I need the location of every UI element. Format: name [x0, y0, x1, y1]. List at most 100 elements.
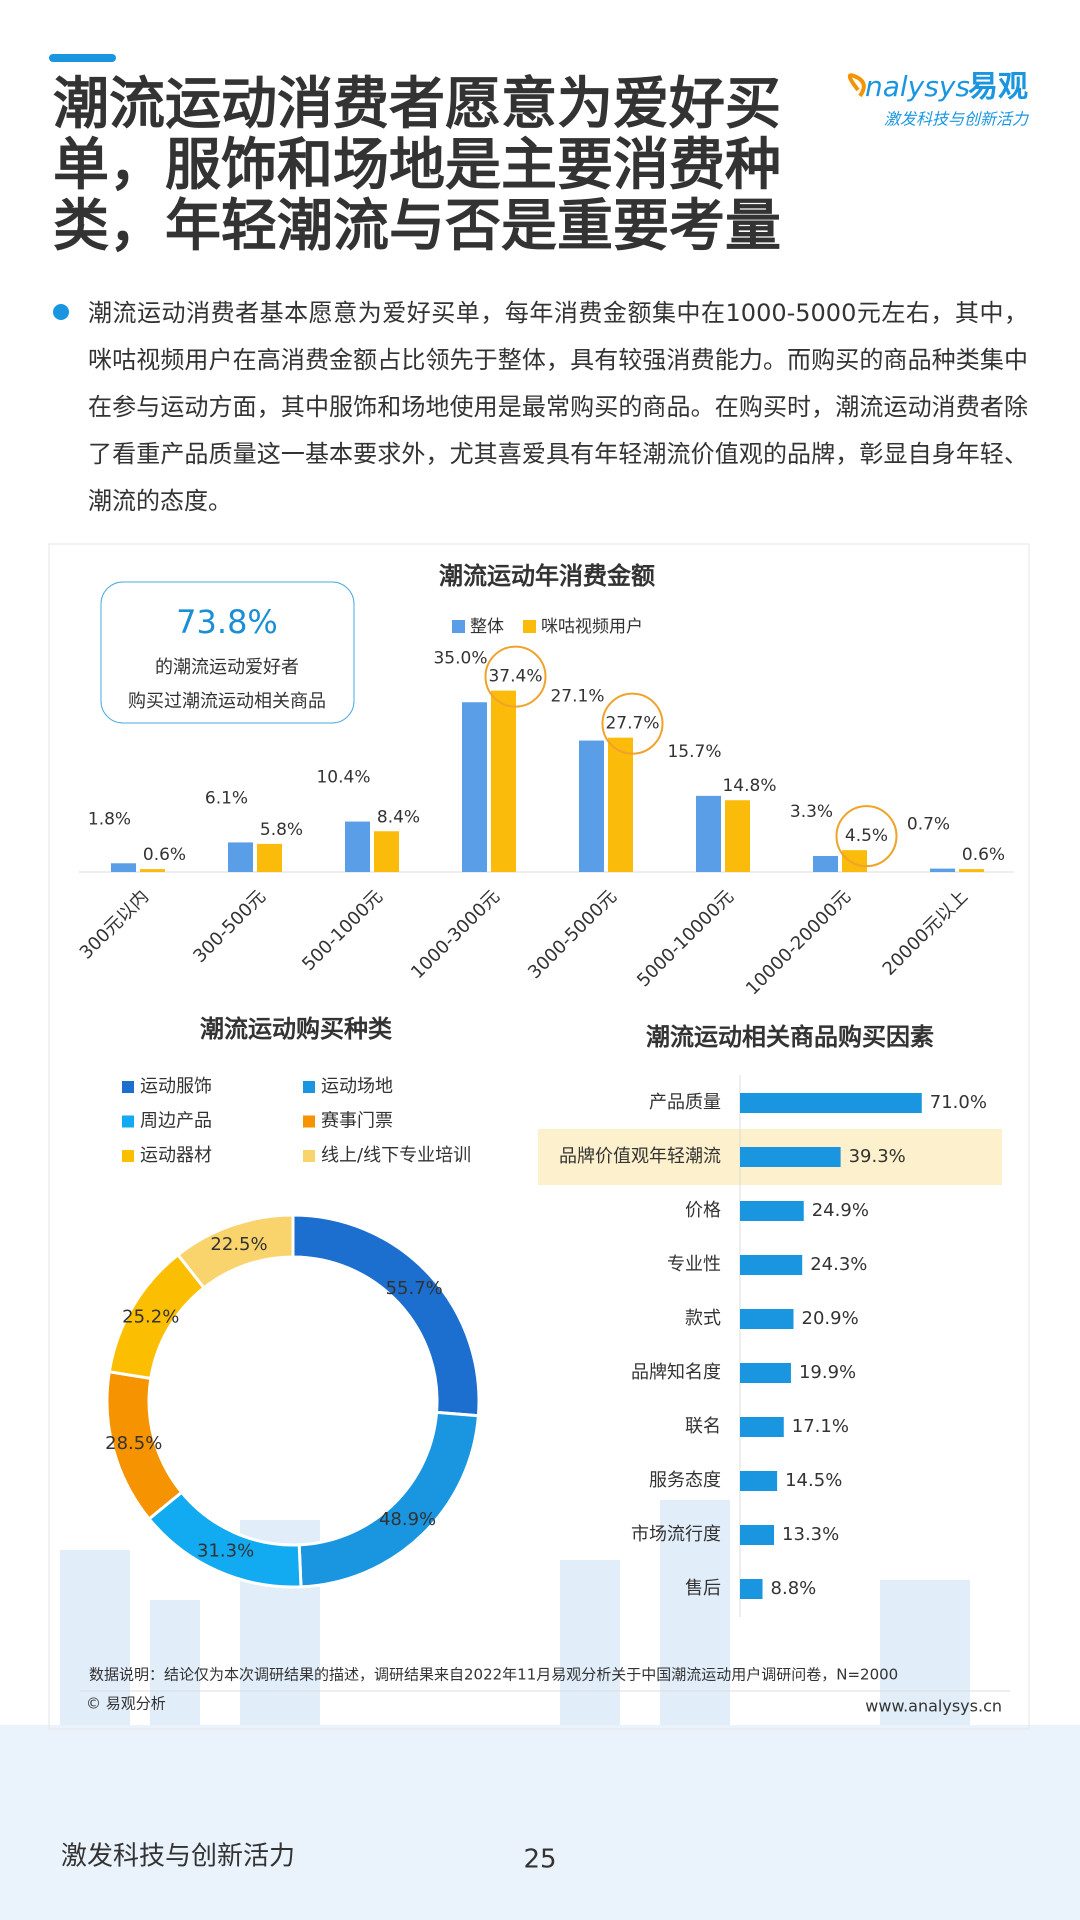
logo-slogan: 激发科技与创新活力	[884, 110, 1030, 129]
bar	[228, 842, 253, 872]
value-label: 15.7%	[667, 742, 721, 762]
bar	[740, 1201, 804, 1221]
bar	[740, 1093, 922, 1113]
callout-value: 73.8%	[176, 603, 278, 641]
y-tick-label: 产品质量	[649, 1092, 721, 1113]
value-label: 4.5%	[845, 826, 888, 846]
value-label: 17.1%	[792, 1416, 849, 1437]
value-label: 55.7%	[386, 1278, 443, 1299]
bar	[740, 1309, 794, 1329]
value-label: 22.5%	[210, 1234, 267, 1255]
bullet	[53, 304, 69, 320]
legend-label: 运动服饰	[140, 1076, 212, 1097]
value-label: 3.3%	[790, 802, 833, 822]
callout-text: 的潮流运动爱好者	[155, 657, 299, 678]
value-label: 71.0%	[930, 1092, 987, 1113]
title-line: 单，服饰和场地是主要消费种	[53, 133, 781, 198]
bar	[740, 1255, 803, 1275]
value-label: 37.4%	[488, 667, 542, 687]
footer-note: 数据说明：结论仅为本次调研结果的描述，调研结果来自2022年11月易观分析关于中…	[89, 1666, 898, 1684]
footer-slogan: 激发科技与创新活力	[61, 1842, 295, 1872]
bar	[740, 1417, 784, 1437]
legend-swatch	[122, 1081, 134, 1093]
legend-label: 赛事门票	[321, 1111, 393, 1132]
chart-title: 潮流运动购买种类	[200, 1015, 393, 1043]
chart-title: 潮流运动年消费金额	[439, 562, 655, 590]
y-tick-label: 品牌知名度	[631, 1362, 721, 1383]
skyline	[60, 1500, 970, 1725]
value-label: 24.9%	[812, 1200, 869, 1221]
donut-segment	[297, 1410, 481, 1589]
legend-label: 运动场地	[321, 1076, 393, 1097]
highlight-ring	[835, 805, 898, 868]
x-tick-label: 20000元以上	[879, 886, 973, 980]
bar	[462, 702, 487, 872]
legend-swatch	[303, 1081, 315, 1093]
bar	[740, 1363, 791, 1383]
value-label: 1.8%	[88, 809, 131, 829]
bar	[740, 1579, 763, 1599]
bar	[696, 795, 721, 872]
x-tick-label: 500-1000元	[298, 886, 387, 975]
legend-label: 运动器材	[140, 1145, 212, 1166]
callout-box	[100, 581, 355, 724]
y-tick-label: 专业性	[667, 1254, 721, 1275]
bar	[740, 1147, 841, 1167]
legend-swatch	[122, 1150, 134, 1162]
bar	[725, 800, 750, 872]
y-tick-label: 款式	[685, 1308, 721, 1329]
bar	[140, 869, 165, 872]
value-label: 28.5%	[105, 1433, 162, 1454]
value-label: 8.4%	[377, 807, 420, 827]
value-label: 27.1%	[550, 687, 604, 707]
x-tick-label: 10000-20000元	[742, 886, 855, 999]
legend-label: 周边产品	[140, 1111, 212, 1132]
value-label: 48.9%	[379, 1509, 436, 1530]
title-line: 类，年轻潮流与否是重要考量	[53, 194, 781, 259]
value-label: 13.3%	[782, 1524, 839, 1545]
bar	[930, 868, 955, 872]
value-label: 19.9%	[799, 1362, 856, 1383]
bar	[740, 1525, 775, 1545]
bar	[111, 863, 136, 872]
bar	[257, 843, 282, 872]
legend-label: 整体	[470, 617, 504, 637]
accent-bar	[49, 54, 116, 62]
donut-segment	[175, 1213, 295, 1290]
footer-url: www.analysys.cn	[865, 1697, 1002, 1716]
y-tick-label: 品牌价值观年轻潮流	[559, 1146, 721, 1167]
y-tick-label: 售后	[685, 1578, 721, 1599]
donut-segment	[291, 1213, 481, 1418]
highlight-ring	[601, 692, 664, 755]
legend-swatch	[523, 620, 536, 633]
value-label: 6.1%	[205, 788, 248, 808]
legend-swatch	[303, 1150, 315, 1162]
value-label: 25.2%	[122, 1306, 179, 1327]
summary: 潮流运动消费者基本愿意为爱好买单，每年消费金额集中在1000-5000元左右，其…	[88, 299, 1028, 515]
value-label: 27.7%	[605, 714, 659, 734]
value-label: 0.6%	[962, 845, 1005, 865]
value-label: 8.8%	[771, 1578, 817, 1599]
chart-panel	[48, 543, 1030, 1730]
bar	[374, 831, 399, 872]
x-tick-label: 1000-3000元	[407, 886, 504, 983]
value-label: 39.3%	[849, 1146, 906, 1167]
title-line: 潮流运动消费者愿意为爱好买	[53, 72, 781, 137]
logo-mark	[847, 73, 866, 98]
logo-cn: 易观	[968, 70, 1028, 105]
chart-title: 潮流运动相关商品购买因素	[646, 1023, 934, 1051]
bar	[813, 855, 838, 872]
bar	[959, 869, 984, 872]
value-label: 20.9%	[802, 1308, 859, 1329]
bar	[491, 690, 516, 872]
value-label: 14.5%	[785, 1470, 842, 1491]
x-tick-label: 300-500元	[189, 886, 270, 967]
highlight-ring	[484, 645, 547, 708]
value-label: 35.0%	[433, 648, 487, 668]
legend-swatch	[452, 620, 465, 633]
bar	[842, 850, 867, 872]
legend-label: 咪咕视频用户	[541, 617, 643, 637]
bar	[608, 737, 633, 872]
